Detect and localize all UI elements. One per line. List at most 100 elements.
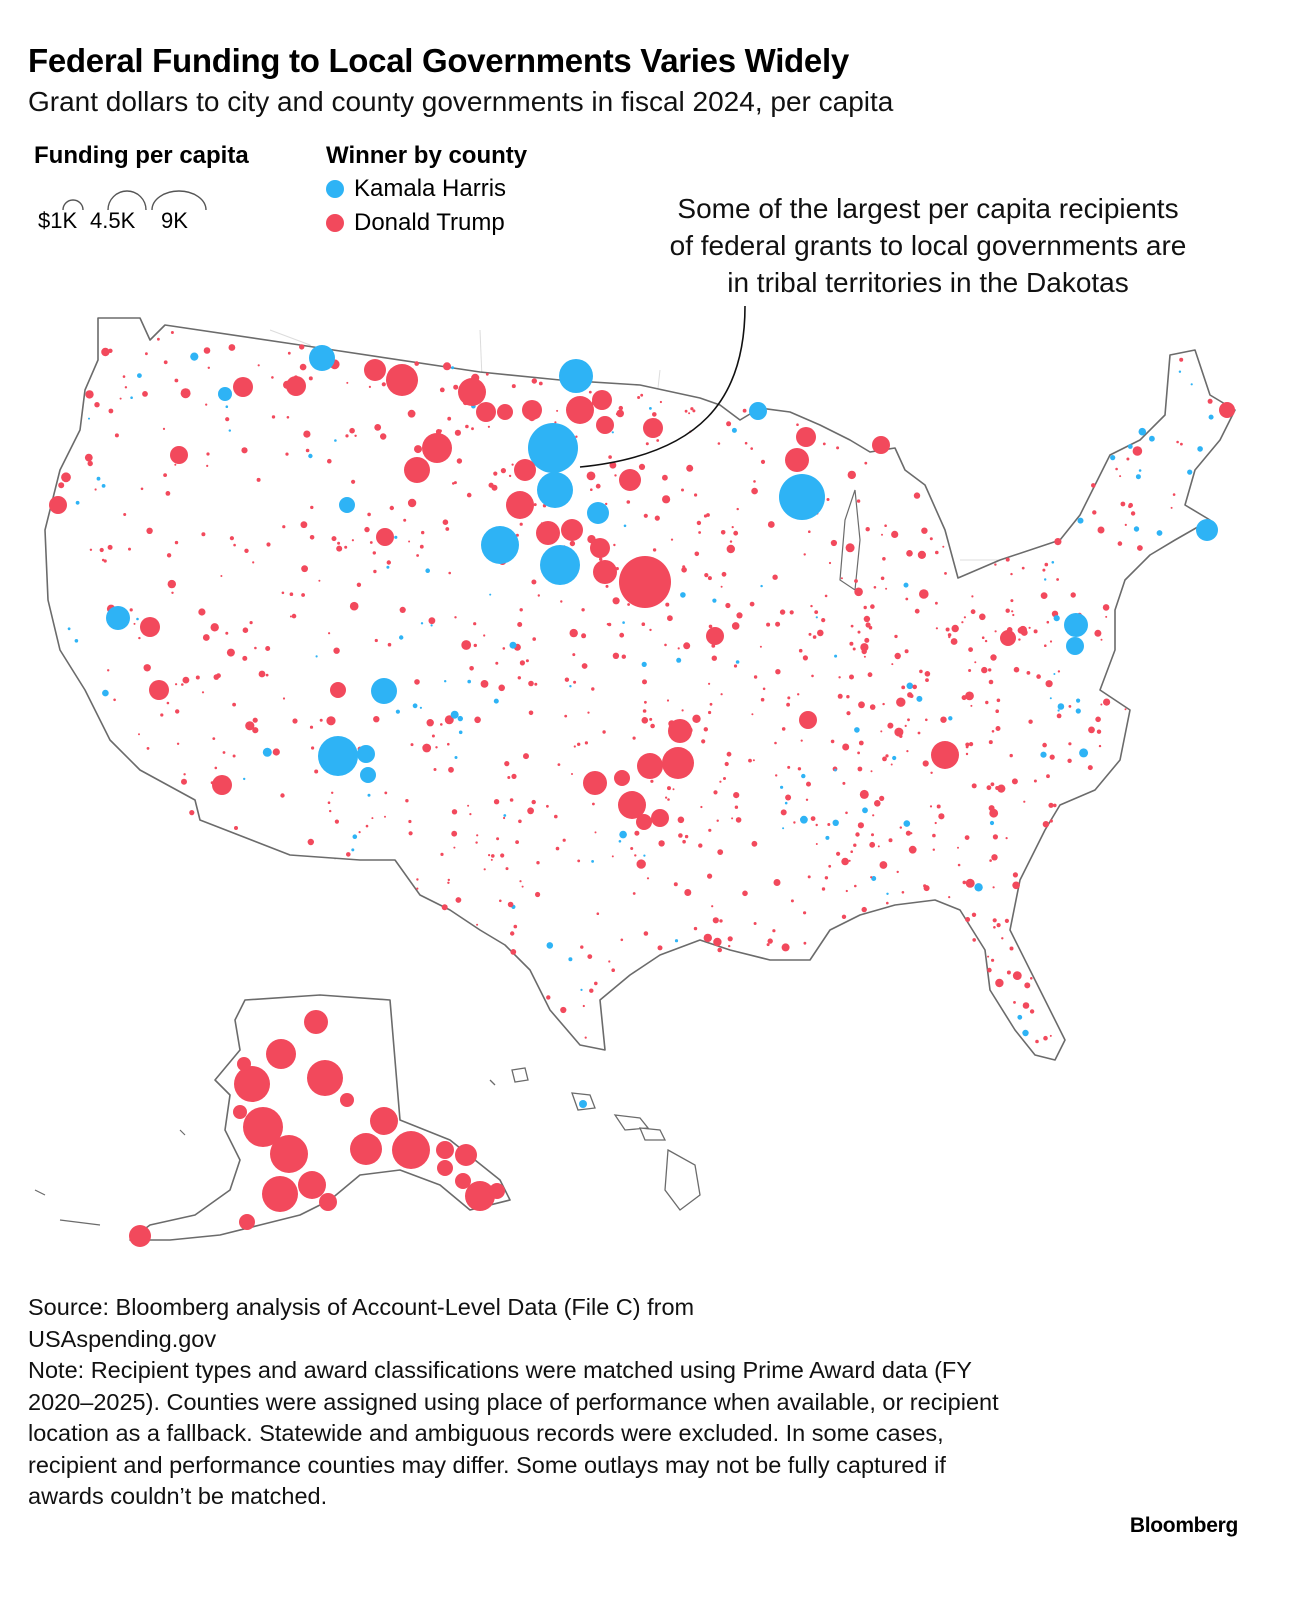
- county-dot-trump: [934, 821, 937, 825]
- county-dot-trump: [364, 526, 370, 533]
- county-dot-harris: [225, 405, 229, 409]
- county-dot-trump: [865, 527, 870, 532]
- county-dot-harris: [96, 476, 101, 481]
- legend-label-trump: Donald Trump: [354, 209, 505, 236]
- bubble-trump: [286, 376, 306, 396]
- small-county-dots: [56, 331, 1214, 1044]
- county-dot-trump: [61, 472, 71, 483]
- county-dot-trump: [244, 548, 249, 553]
- county-dot-harris: [854, 727, 860, 733]
- county-dot-trump: [414, 445, 422, 454]
- county-dot-trump: [849, 674, 854, 680]
- county-dot-trump: [419, 544, 424, 549]
- county-dot-trump: [775, 774, 778, 777]
- county-dot-trump: [815, 843, 818, 845]
- county-dot-trump: [1070, 592, 1076, 598]
- county-dot-trump: [447, 878, 450, 882]
- county-dot-harris: [1208, 414, 1214, 420]
- county-dot-trump: [894, 727, 904, 737]
- bubble-trump: [596, 416, 614, 434]
- county-dot-trump: [1028, 719, 1033, 724]
- county-dot-trump: [85, 390, 94, 399]
- county-dot-trump: [995, 709, 999, 713]
- county-dot-trump: [300, 521, 308, 529]
- county-dot-trump: [354, 434, 357, 437]
- bubble-trump: [237, 1057, 251, 1071]
- county-dot-harris: [430, 624, 433, 627]
- bubble-trump: [619, 556, 671, 608]
- bubble-trump: [307, 1060, 343, 1096]
- annotation-leader-line: [579, 305, 746, 468]
- county-dot-trump: [453, 384, 459, 390]
- county-dot-trump: [810, 816, 816, 821]
- county-dot-trump: [301, 593, 305, 597]
- county-dot-trump: [1012, 872, 1019, 878]
- county-dot-harris: [458, 730, 463, 735]
- county-dot-trump: [103, 559, 107, 563]
- county-dot-trump: [1100, 703, 1103, 706]
- county-dot-trump: [416, 887, 419, 890]
- county-dot-trump: [790, 899, 794, 903]
- county-dot-trump: [351, 479, 356, 484]
- county-dot-trump: [698, 531, 701, 534]
- county-dot-trump: [781, 727, 786, 731]
- county-dot-trump: [108, 408, 114, 414]
- bubble-harris: [357, 745, 375, 763]
- bubble-trump: [140, 617, 160, 637]
- county-dot-trump: [1068, 705, 1072, 708]
- county-dot-trump: [1010, 572, 1013, 576]
- county-dot-trump: [599, 557, 603, 561]
- county-dot-trump: [285, 452, 289, 456]
- county-dot-trump: [500, 853, 505, 858]
- county-dot-trump: [1040, 592, 1048, 599]
- county-dot-trump: [307, 838, 314, 846]
- county-dot-trump: [456, 458, 463, 464]
- county-dot-trump: [1013, 666, 1020, 673]
- county-dot-harris: [308, 453, 313, 459]
- county-dot-trump: [673, 882, 678, 887]
- county-dot-trump: [891, 663, 894, 666]
- county-dot-trump: [346, 852, 351, 857]
- county-dot-harris: [1049, 697, 1052, 700]
- county-dot-trump: [827, 823, 831, 826]
- county-dot-trump: [798, 648, 803, 653]
- county-dot-trump: [711, 905, 714, 908]
- size-arc-small: [62, 199, 84, 211]
- county-dot-trump: [856, 499, 861, 503]
- county-dot-trump: [453, 481, 457, 485]
- county-dot-trump: [850, 624, 854, 628]
- county-dot-trump: [358, 831, 361, 834]
- bubble-trump: [233, 1105, 247, 1119]
- county-dot-harris: [334, 439, 337, 442]
- bubble-harris: [318, 736, 358, 776]
- county-dot-harris: [903, 582, 909, 588]
- county-dot-trump: [525, 659, 529, 663]
- bubble-trump: [270, 1135, 308, 1173]
- county-dot-trump: [891, 530, 899, 539]
- county-dot-trump: [214, 766, 218, 770]
- bubble-harris: [1064, 613, 1088, 637]
- county-dot-trump: [904, 724, 907, 728]
- county-dot-trump: [356, 582, 362, 587]
- county-dot-harris: [101, 484, 106, 488]
- county-dot-trump: [222, 751, 226, 754]
- county-dot-trump: [837, 693, 843, 699]
- county-dot-trump: [87, 460, 93, 467]
- county-dot-trump: [664, 643, 667, 647]
- county-dot-trump: [716, 819, 719, 822]
- county-dot-harris: [74, 639, 79, 643]
- county-dot-trump: [971, 912, 977, 917]
- county-dot-trump: [532, 637, 536, 641]
- county-dot-trump: [123, 513, 127, 516]
- county-dot-trump: [717, 442, 721, 445]
- county-dot-trump: [969, 742, 974, 747]
- county-dot-trump: [630, 847, 634, 850]
- county-dot-trump: [591, 687, 595, 691]
- county-dot-trump: [299, 344, 305, 350]
- county-dot-trump: [701, 739, 706, 744]
- bubble-trump: [506, 491, 534, 519]
- county-dot-trump: [913, 492, 921, 499]
- county-dot-trump: [861, 648, 867, 655]
- county-dot-trump: [1088, 726, 1095, 734]
- bubble-harris: [587, 502, 609, 524]
